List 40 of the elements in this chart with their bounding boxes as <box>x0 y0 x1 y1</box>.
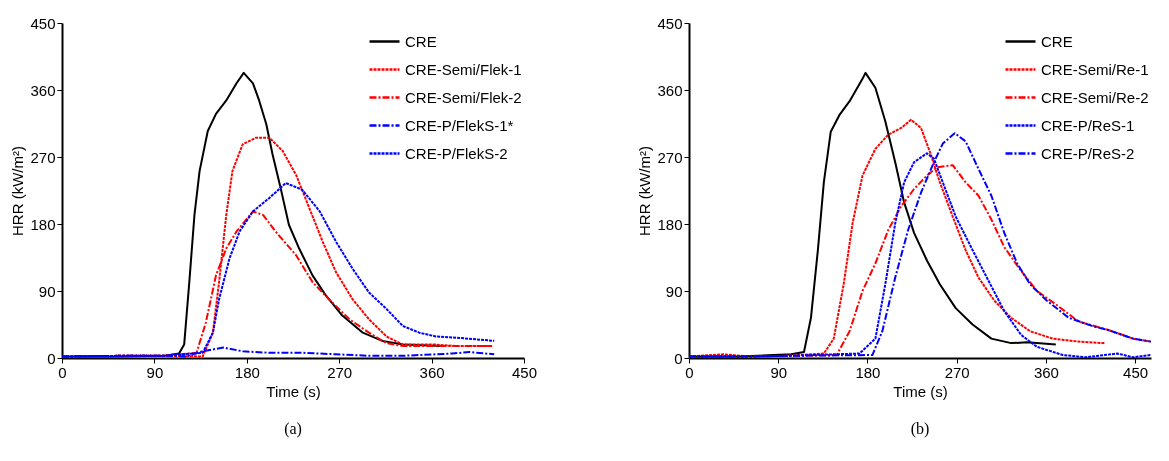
legend-label: CRE-Semi/Re-1 <box>1041 60 1149 78</box>
y-tick-label: 450 <box>30 14 56 32</box>
legend-label: CRE <box>1041 32 1073 50</box>
y-tick-label: 0 <box>47 349 56 367</box>
legend-label: CRE <box>405 32 437 50</box>
x-tick-label: 90 <box>770 363 788 381</box>
legend-label: CRE-P/FlekS-1* <box>405 116 514 134</box>
x-tick-label: 90 <box>146 363 164 381</box>
y-axis-title: HRR (kW/m²) <box>636 146 654 236</box>
x-tick-label: 0 <box>685 363 694 381</box>
x-tick-label: 270 <box>327 363 353 381</box>
x-tick-label: 450 <box>511 363 538 381</box>
y-tick-label: 0 <box>674 349 683 367</box>
y-tick-label: 180 <box>657 215 683 233</box>
y-tick-label: 90 <box>665 282 683 300</box>
x-tick-label: 270 <box>944 363 970 381</box>
y-tick-label: 90 <box>38 282 56 300</box>
text: (b) <box>910 420 930 438</box>
y-tick-label: 270 <box>657 148 683 166</box>
x-axis-title: Time (s) <box>266 382 321 400</box>
text: (a) <box>284 420 302 438</box>
legend-label: CRE-P/ReS-2 <box>1041 144 1135 162</box>
x-tick-label: 360 <box>1033 363 1059 381</box>
legend-label: CRE-P/ReS-1 <box>1041 116 1135 134</box>
legend-label: CRE-Semi/Flek-2 <box>405 88 522 106</box>
y-tick-label: 450 <box>657 14 683 32</box>
y-tick-label: 360 <box>30 81 56 99</box>
legend-label: CRE-Semi/Flek-1 <box>405 60 522 78</box>
x-tick-label: 180 <box>855 363 881 381</box>
legend-label: CRE-Semi/Re-2 <box>1041 88 1149 106</box>
legend-label: CRE-P/FlekS-2 <box>405 144 508 162</box>
y-tick-label: 180 <box>30 215 56 233</box>
x-axis-title: Time (s) <box>893 382 948 400</box>
x-tick-label: 450 <box>1123 363 1149 381</box>
y-tick-label: 360 <box>657 81 683 99</box>
y-tick-label: 270 <box>30 148 56 166</box>
x-tick-label: 0 <box>58 363 67 381</box>
x-tick-label: 360 <box>419 363 445 381</box>
y-axis-title: HRR (kW/m²) <box>9 146 27 236</box>
x-tick-label: 180 <box>234 363 260 381</box>
